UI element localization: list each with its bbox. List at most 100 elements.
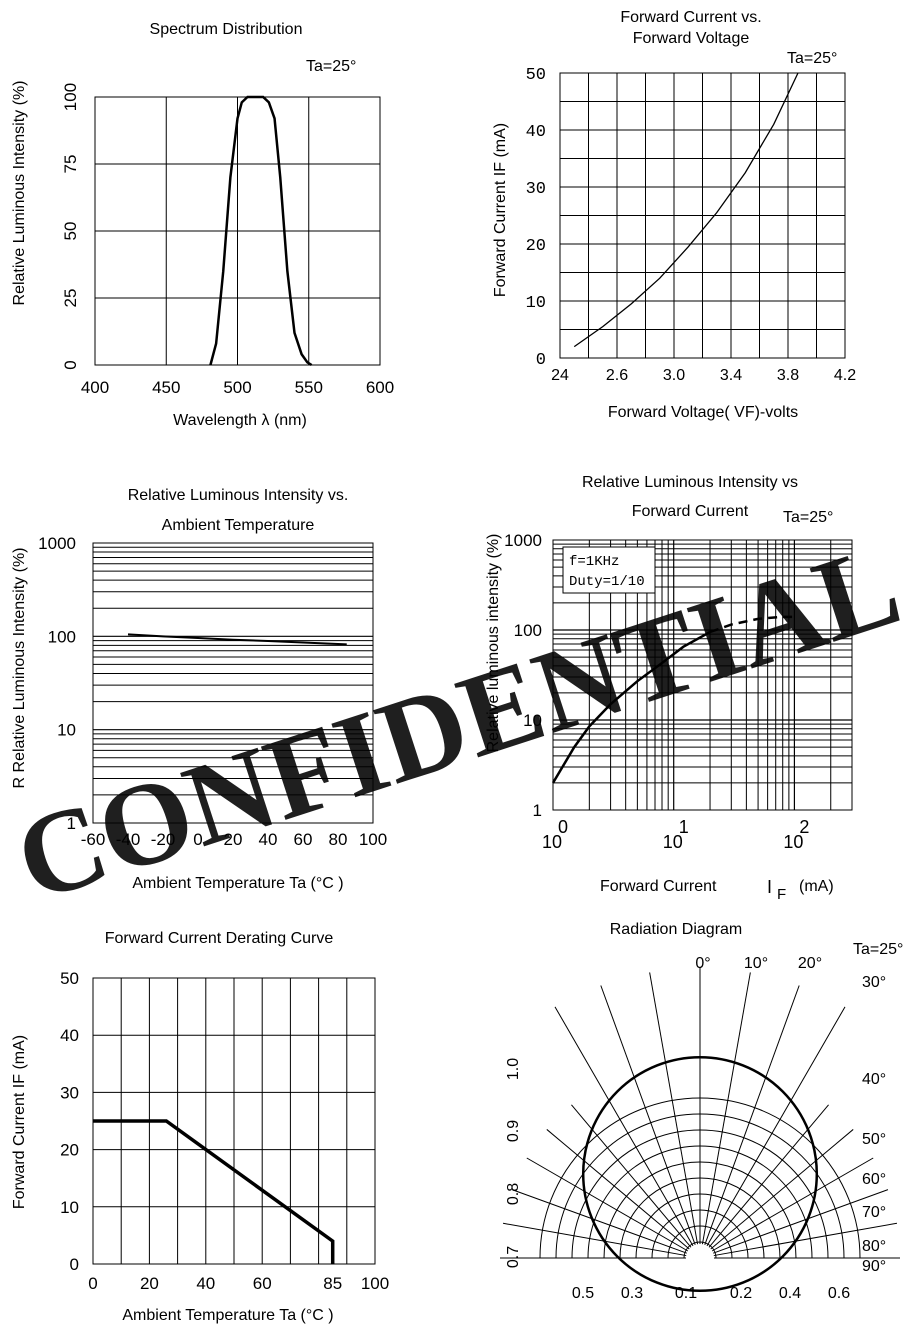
x-tick-label: 80 — [329, 830, 348, 849]
x-tick-label: 20 — [140, 1274, 159, 1293]
x-tick-label: 450 — [152, 378, 180, 397]
x-tick-label: 500 — [223, 378, 251, 397]
chart-title: Radiation Diagram — [610, 921, 743, 938]
y-tick-label: 40 — [526, 123, 546, 142]
y-tick-label: 10 — [526, 294, 546, 313]
angle-line — [511, 1189, 688, 1254]
iv-curve — [573, 72, 799, 348]
x-tick-label: 24 — [551, 367, 569, 384]
radial-value-left: 0.8 — [505, 1183, 522, 1205]
angle-label-top: 0° — [695, 955, 710, 972]
y-tick-label: 1 — [67, 814, 76, 833]
solid-curve — [551, 630, 711, 784]
x-tick-label: 85 — [323, 1274, 342, 1293]
chart-title: Forward Current Derating Curve — [105, 930, 334, 947]
y-tick-label: 50 — [526, 66, 546, 85]
y-axis-label: Relative Luminous Intensity (%) — [11, 81, 28, 306]
y-tick-label: 30 — [60, 1083, 79, 1102]
angle-line — [546, 1129, 690, 1250]
radial-value-left: 0.9 — [505, 1120, 522, 1142]
radial-value-left: 0.7 — [505, 1246, 522, 1268]
y-tick-label: 10 — [60, 1198, 79, 1217]
angle-line — [706, 1006, 846, 1247]
x-axis-label: Ambient Temperature Ta (°C ) — [132, 875, 343, 892]
spectrum-curve — [209, 95, 313, 367]
x-tick-label: 0 — [193, 830, 202, 849]
x-tick-label: 102 — [783, 817, 809, 852]
x-axis-label-unit: (mA) — [799, 878, 834, 895]
radial-value-bottom: 0.6 — [828, 1285, 850, 1302]
x-axis-label: Ambient Temperature Ta (°C ) — [122, 1307, 333, 1324]
y-tick-label: 20 — [60, 1141, 79, 1160]
angle-line — [701, 972, 751, 1245]
x-tick-base: 10 — [542, 832, 562, 852]
radiation-pattern — [581, 1055, 819, 1293]
derating-curve — [93, 1119, 335, 1264]
y-tick-label: 0 — [61, 360, 80, 369]
y-tick-label: 0 — [70, 1255, 79, 1274]
y-tick-label: 30 — [526, 180, 546, 199]
y-tick-label: 1 — [533, 801, 542, 820]
x-tick-label: 4.2 — [834, 367, 856, 384]
y-tick-label: 10 — [57, 721, 76, 740]
x-tick-label: 40 — [196, 1274, 215, 1293]
x-tick-label: 100 — [542, 817, 568, 852]
x-tick-exponent: 2 — [799, 817, 809, 837]
x-tick-label: 3.4 — [720, 367, 742, 384]
condition-label: Ta=25° — [787, 50, 837, 67]
angle-line — [712, 1189, 889, 1254]
angle-line — [713, 1222, 898, 1257]
y-axis-label: Forward Current IF (mA) — [11, 1035, 28, 1209]
annotation-text: Duty=1/10 — [569, 574, 645, 590]
x-axis-label: Wavelength λ (nm) — [173, 412, 307, 429]
radial-value-bottom: 0.3 — [621, 1285, 643, 1302]
condition-label: Ta=25° — [853, 941, 903, 958]
condition-label: Ta=25° — [306, 58, 356, 75]
dashed-curve — [709, 615, 795, 634]
x-tick-label: 0 — [88, 1274, 97, 1293]
angle-line — [526, 1157, 689, 1252]
angle-line — [708, 1104, 829, 1248]
plot-frame — [92, 542, 374, 824]
chart-title: Forward Voltage — [633, 30, 750, 47]
x-tick-label: 60 — [294, 830, 313, 849]
y-tick-label: 40 — [60, 1026, 79, 1045]
angle-line — [710, 1129, 854, 1250]
x-tick-label: 100 — [361, 1274, 389, 1293]
x-tick-base: 10 — [783, 832, 803, 852]
chart-title: Relative Luminous Intensity vs — [582, 474, 798, 491]
angle-label-right: 80° — [862, 1238, 886, 1255]
x-tick-label: 550 — [295, 378, 323, 397]
x-tick-exponent: 1 — [679, 817, 689, 837]
radial-value-bottom: 0.2 — [730, 1285, 752, 1302]
x-axis-label: Forward Voltage( VF)-volts — [608, 404, 798, 421]
y-tick-label: 75 — [61, 155, 80, 174]
y-axis-label: Forward Current IF (mA) — [492, 123, 509, 297]
x-tick-label: 20 — [224, 830, 243, 849]
radial-value-bottom: 0.5 — [572, 1285, 594, 1302]
x-tick-label: 100 — [359, 830, 387, 849]
y-tick-label: 50 — [61, 222, 80, 241]
x-tick-label: 40 — [259, 830, 278, 849]
angle-label-right: 40° — [862, 1071, 886, 1088]
radial-value-bottom: 0.1 — [675, 1285, 697, 1302]
x-tick-label: 3.0 — [663, 367, 685, 384]
y-tick-label: 1000 — [38, 534, 76, 553]
condition-label: Ta=25° — [783, 509, 833, 526]
x-axis-label-subscript: F — [777, 886, 786, 903]
chart-title: Relative Luminous Intensity vs. — [128, 487, 349, 504]
radiation-diagram: Radiation Diagram Ta=25° 0° 10° 20° 30° 40° 50°… — [500, 921, 903, 1302]
angle-line — [704, 985, 800, 1246]
x-tick-label: -40 — [116, 830, 141, 849]
angle-line — [711, 1157, 874, 1252]
chart-title: Spectrum Distribution — [150, 21, 303, 38]
y-tick-label: 100 — [48, 627, 76, 646]
angle-line — [571, 1104, 692, 1248]
x-axis-label-symbol: I — [767, 877, 772, 897]
x-axis-label: Forward Current — [600, 878, 717, 895]
angle-line — [554, 1006, 694, 1247]
plot-frame — [552, 539, 853, 811]
x-tick-label: -60 — [81, 830, 106, 849]
annotation-text: f=1KHz — [569, 554, 619, 570]
